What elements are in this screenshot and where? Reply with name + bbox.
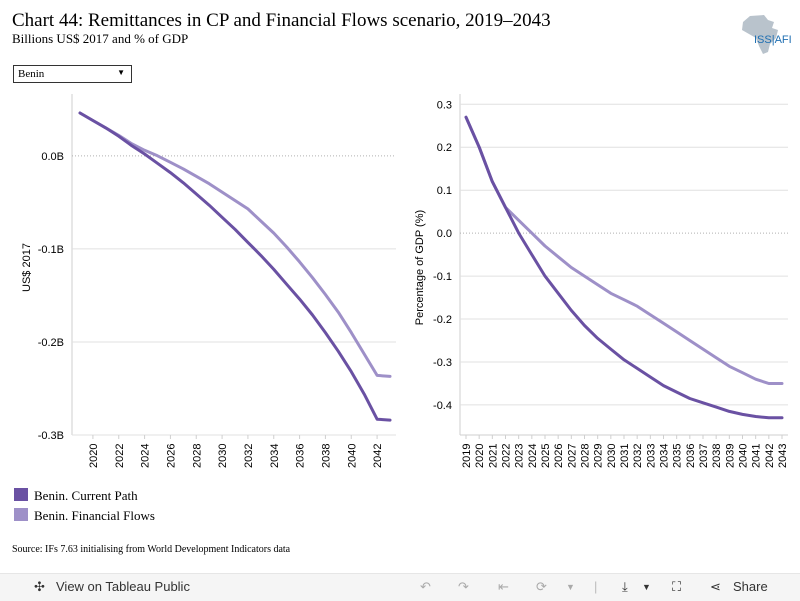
chart1-x-tick-label: 2032 — [243, 444, 255, 468]
chart1-x-tick-label: 2020 — [88, 444, 100, 468]
chart2-y-tick-label: -0.1 — [433, 271, 452, 283]
chart2-x-tick-label: 2030 — [606, 444, 618, 468]
chart1-x-tick-label: 2042 — [372, 444, 384, 468]
chart2-y-tick-label: 0.0 — [437, 228, 452, 240]
chart2-y-tick-label: 0.1 — [437, 185, 452, 197]
chart1-x-tick-label: 2036 — [295, 444, 307, 468]
download-dropdown-icon[interactable]: ▼ — [642, 582, 651, 592]
legend-label-current-path: Benin. Current Path — [34, 488, 138, 503]
chart2-x-tick-label: 2032 — [632, 444, 644, 468]
chart2-y-tick-label: -0.3 — [433, 357, 452, 369]
chart2-x-tick-label: 2029 — [593, 444, 605, 468]
refresh-dropdown-icon[interactable]: ▼ — [566, 582, 575, 592]
dropdown-arrow-icon: ▼ — [117, 68, 125, 77]
legend-label-financial-flows: Benin. Financial Flows — [34, 508, 155, 523]
chart1-x-tick-label: 2024 — [140, 444, 152, 468]
chart1-x-tick-label: 2038 — [320, 444, 332, 468]
chart1-y-tick-label: -0.3B — [38, 430, 64, 442]
redo-icon[interactable]: ↷ — [458, 579, 469, 594]
revert-icon[interactable]: ⇤ — [498, 579, 509, 594]
chart2-x-tick-label: 2025 — [540, 444, 552, 468]
toolbar-divider: | — [594, 579, 598, 594]
tableau-toolbar: ✣ View on Tableau Public ↶ ↷ ⇤ ⟳ ▼ | ⤓ ▼… — [0, 573, 800, 601]
chart2-x-tick-label: 2031 — [619, 444, 631, 468]
chart1-series-line-current-path[interactable] — [78, 111, 392, 422]
chart2-y-tick-label: 0.2 — [437, 142, 452, 154]
chart2-x-tick-label: 2019 — [461, 444, 473, 468]
chart2-x-tick-label: 2020 — [474, 444, 486, 468]
chart2-x-tick-label: 2033 — [645, 444, 657, 468]
refresh-icon[interactable]: ⟳ — [536, 579, 547, 594]
chart2-x-tick-label: 2036 — [685, 444, 697, 468]
legend-item-financial-flows[interactable]: Benin. Financial Flows — [14, 508, 214, 524]
iss-africa-logo: ISS|AFI — [738, 14, 794, 56]
chart-title: Chart 44: Remittances in CP and Financia… — [12, 10, 551, 31]
chart1-y-tick-label: 0.0B — [41, 151, 64, 163]
chart2-x-tick-label: 2021 — [487, 444, 499, 468]
chart1-x-tick-label: 2030 — [217, 444, 229, 468]
chart2-series-line-current-path[interactable] — [464, 115, 784, 420]
chart2-x-tick-label: 2028 — [580, 444, 592, 468]
chart2-y-axis-title: Percentage of GDP (%) — [414, 210, 426, 325]
chart-gdp-percent: 0.3 0.2 0.1 0.0 -0.1 -0.2 -0.3 -0.4 2019 2020 2021… — [414, 94, 789, 468]
chart2-y-tick-label: -0.2 — [433, 314, 452, 326]
chart2-x-tick-label: 2035 — [672, 444, 684, 468]
chart2-x-tick-label: 2041 — [751, 444, 763, 468]
tableau-logo-icon: ✣ — [34, 579, 45, 594]
legend-item-current-path[interactable]: Benin. Current Path — [14, 488, 214, 504]
chart2-x-tick-label: 2034 — [659, 444, 671, 468]
chart2-x-tick-label: 2038 — [711, 444, 723, 468]
chart1-x-tick-label: 2026 — [165, 444, 177, 468]
legend-swatch-current-path — [14, 488, 28, 501]
chart1-x-tick-label: 2028 — [191, 444, 203, 468]
chart2-x-tick-label: 2027 — [566, 444, 578, 468]
chart1-x-tick-label: 2034 — [269, 444, 281, 468]
chart2-y-tick-label: 0.3 — [437, 99, 452, 111]
view-on-tableau-link[interactable]: View on Tableau Public — [56, 579, 190, 594]
chart1-x-tick-label: 2022 — [114, 444, 126, 468]
logo-text: ISS|AFI — [754, 34, 792, 46]
chart-subtitle: Billions US$ 2017 and % of GDP — [12, 31, 189, 46]
share-icon[interactable]: ⋖ — [710, 579, 721, 594]
chart2-x-tick-label: 2040 — [738, 444, 750, 468]
chart2-x-tick-label: 2043 — [777, 444, 789, 468]
chart1-x-tick-label: 2040 — [346, 444, 358, 468]
chart2-x-tick-label: 2022 — [501, 444, 513, 468]
chart2-x-tick-label: 2042 — [764, 444, 776, 468]
chart1-y-tick-label: -0.1B — [38, 244, 64, 256]
share-button[interactable]: Share — [733, 579, 768, 594]
chart2-series-line-financial-flows[interactable] — [464, 115, 784, 385]
chart1-series-line-financial-flows[interactable] — [78, 111, 392, 378]
chart2-x-tick-label: 2037 — [698, 444, 710, 468]
chart1-y-axis-title: US$ 2017 — [21, 243, 33, 292]
country-dropdown[interactable]: Benin ▼ — [13, 65, 132, 83]
chart2-y-tick-label: -0.4 — [433, 400, 452, 412]
chart2-x-tick-label: 2023 — [514, 444, 526, 468]
fullscreen-icon[interactable]: ⛶ — [672, 579, 682, 594]
chart2-x-tick-label: 2039 — [724, 444, 736, 468]
source-note: Source: IFs 7.63 initialising from World… — [12, 544, 291, 555]
chart-usd: 0.0B -0.1B -0.2B -0.3B 2020 2022 2024 2026 2028 2… — [21, 94, 396, 468]
chart1-y-tick-label: -0.2B — [38, 337, 64, 349]
chart2-x-tick-label: 2024 — [527, 444, 539, 468]
chart2-x-tick-label: 2026 — [553, 444, 565, 468]
undo-icon[interactable]: ↶ — [420, 579, 431, 594]
country-dropdown-value: Benin — [18, 68, 45, 80]
download-icon[interactable]: ⤓ — [622, 579, 628, 594]
legend-swatch-financial-flows — [14, 508, 28, 521]
